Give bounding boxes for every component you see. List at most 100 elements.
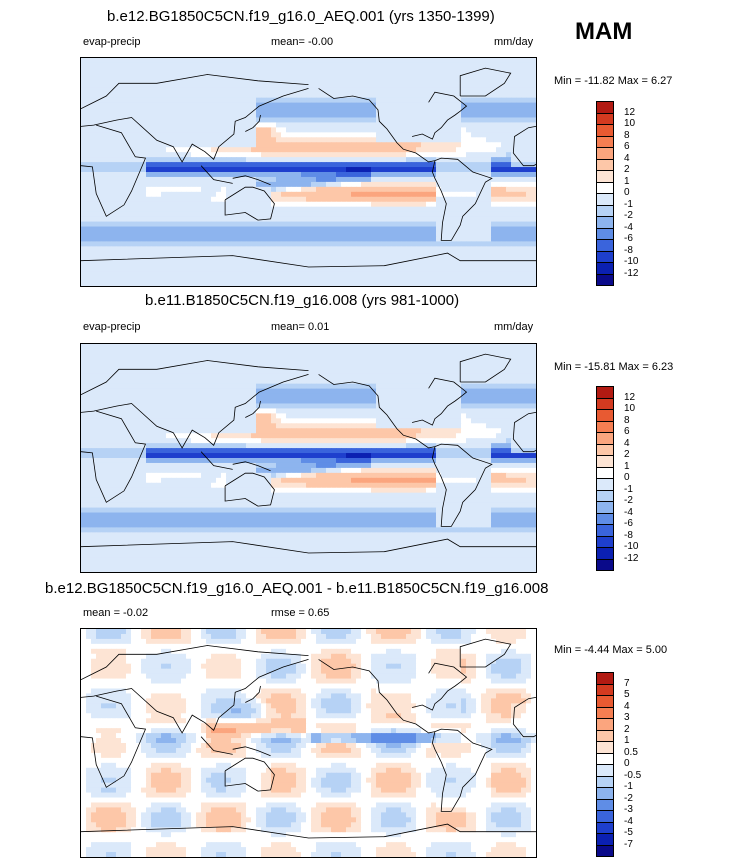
map-cell: [91, 266, 97, 272]
map-cell: [176, 216, 182, 223]
map-cell: [291, 112, 297, 119]
map-cell: [506, 167, 512, 173]
map-cell: [461, 246, 467, 252]
map-cell: [411, 221, 417, 228]
map-cell: [131, 77, 137, 84]
map-cell: [316, 92, 322, 99]
map-cell: [416, 77, 422, 84]
map-cell: [411, 206, 417, 213]
map-cell: [351, 378, 357, 385]
map-cell: [101, 383, 107, 390]
map-cell: [271, 363, 277, 370]
map-cell: [456, 256, 462, 262]
map-cell: [361, 117, 367, 124]
map-cell: [501, 276, 507, 282]
map-cell: [306, 348, 312, 355]
map-cell: [341, 211, 347, 218]
map-cell: [421, 241, 427, 247]
map-cell: [381, 363, 387, 370]
colorbar-tick-label: 10: [624, 118, 636, 129]
map-cell: [91, 147, 97, 153]
map-cell: [516, 176, 522, 183]
map-cell: [426, 107, 432, 114]
map-cell: [81, 368, 87, 375]
map-cell: [186, 82, 192, 89]
map-cell: [381, 276, 387, 282]
map-cell: [236, 276, 242, 282]
map-cell: [261, 241, 267, 247]
map-cell: [321, 87, 327, 94]
map-cell: [81, 72, 87, 79]
map-cell: [306, 92, 312, 99]
map-cell: [146, 378, 152, 385]
map-cell: [211, 191, 217, 198]
map-cell: [86, 196, 92, 203]
map-cell: [396, 363, 402, 370]
map-cell: [111, 211, 117, 218]
map-cell: [466, 132, 472, 138]
map-cell: [451, 72, 457, 79]
map-cell: [276, 358, 282, 365]
map-cell: [446, 122, 452, 128]
map-cell: [211, 132, 217, 138]
map-cell: [446, 221, 452, 228]
map-cell: [446, 142, 452, 148]
colorbar-tick-label: 2: [624, 164, 630, 175]
map-cell: [386, 181, 392, 188]
map-cell: [201, 152, 207, 158]
map-cell: [396, 77, 402, 84]
map-cell: [421, 167, 427, 173]
map-cell: [351, 172, 357, 178]
map-cell: [371, 261, 377, 267]
map-cell: [376, 373, 382, 380]
map-cell: [521, 87, 527, 94]
map-cell: [531, 251, 536, 257]
map-cell: [381, 353, 387, 360]
map-cell: [131, 231, 137, 238]
map-cell: [121, 72, 127, 79]
map-cell: [156, 373, 162, 380]
coastline: [81, 88, 309, 163]
map-cell: [521, 157, 527, 163]
map-cell: [326, 191, 332, 198]
map-cell: [191, 127, 197, 133]
map-cell: [511, 112, 517, 119]
map-cell: [471, 102, 477, 109]
map-cell: [451, 211, 457, 218]
map-cell: [511, 251, 517, 257]
map-cell: [271, 344, 277, 350]
map-cell: [491, 246, 497, 252]
map-cell: [206, 58, 212, 64]
map-cell: [326, 112, 332, 119]
map-cell: [516, 358, 522, 365]
map-cell: [251, 246, 257, 252]
map-cell: [231, 201, 237, 208]
map-cell: [406, 82, 412, 89]
map-cell: [171, 62, 177, 69]
map-cell: [406, 261, 412, 267]
map-cell: [496, 127, 502, 133]
map-cell: [286, 236, 292, 242]
map-cell: [91, 142, 97, 148]
map-cell: [446, 216, 452, 223]
map-cell: [401, 201, 407, 208]
map-cell: [201, 281, 207, 286]
map-cell: [436, 251, 442, 257]
map-cell: [401, 261, 407, 267]
map-cell: [151, 87, 157, 94]
map-cell: [396, 353, 402, 360]
map-cell: [366, 216, 372, 223]
map-cell: [441, 147, 447, 153]
map-cell: [331, 191, 337, 198]
map-cell: [366, 152, 372, 158]
map-cell: [201, 87, 207, 94]
coastlines: [81, 67, 536, 268]
map-cell: [346, 162, 352, 168]
map-cell: [421, 157, 427, 163]
map-cell: [286, 358, 292, 365]
map-cell: [281, 206, 287, 213]
map-cell: [111, 167, 117, 173]
map-cell: [91, 246, 97, 252]
map-cell: [251, 137, 257, 143]
map-cell: [486, 72, 492, 79]
